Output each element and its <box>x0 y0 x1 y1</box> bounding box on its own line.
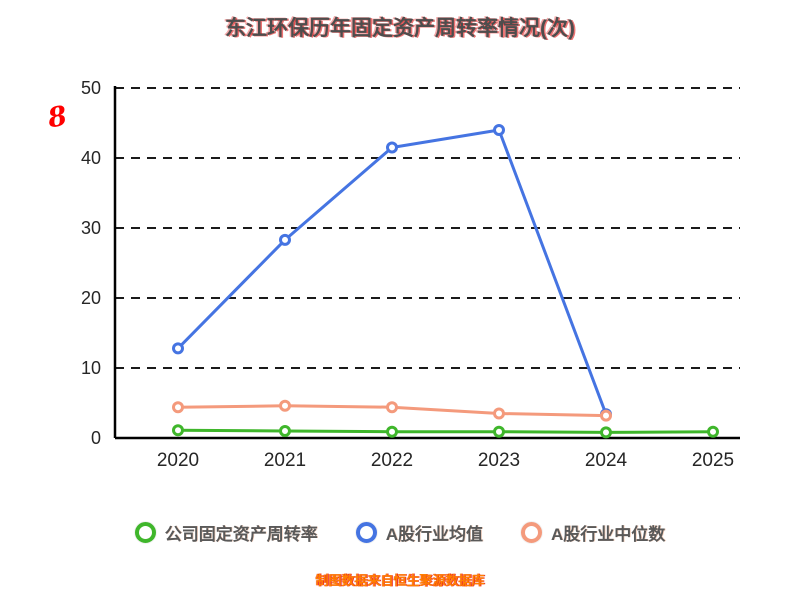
x-tick-label: 2024 <box>585 450 628 471</box>
y-tick-label: 40 <box>81 148 101 168</box>
data-point <box>386 425 398 438</box>
x-tick-label: 2020 <box>157 450 199 471</box>
data-source-note: 制图数据来自恒生聚源数据库 <box>315 573 485 588</box>
series-line <box>177 428 714 434</box>
legend-label: A股行业中位数 <box>551 525 666 544</box>
data-point <box>493 124 505 136</box>
y-tick-label: 30 <box>81 218 101 238</box>
green-circle-marker-icon <box>134 522 156 543</box>
data-point <box>493 407 505 420</box>
data-point <box>600 409 612 422</box>
x-tick-label: 2023 <box>478 450 520 471</box>
data-point <box>172 424 184 437</box>
y-tick-label: 20 <box>81 288 101 308</box>
legend-item-industry-median: A股行业中位数 <box>521 520 665 545</box>
legend-item-industry-mean: A股行业均值 <box>355 520 483 545</box>
legend-label: 公司固定资产周转率 <box>164 525 318 544</box>
data-point <box>279 233 291 246</box>
data-point <box>386 401 398 414</box>
data-point <box>386 141 398 154</box>
orange-circle-marker-icon <box>521 522 542 543</box>
chart-title: 东江环保历年固定资产周转率情况(次) <box>225 17 575 40</box>
legend: 公司固定资产周转率 A股行业均值 A股行业中位数 <box>0 520 800 545</box>
data-point <box>493 425 505 438</box>
legend-label: A股行业均值 <box>385 525 483 544</box>
y-tick-label: 10 <box>81 358 101 378</box>
data-point <box>279 399 291 412</box>
data-point <box>172 401 184 414</box>
y-tick-label: 50 <box>81 78 101 98</box>
y-tick-label: 0 <box>91 428 101 448</box>
data-point <box>279 425 291 437</box>
x-tick-label: 2025 <box>692 450 734 471</box>
series-line <box>176 128 608 415</box>
data-point <box>600 426 612 439</box>
x-tick-label: 2022 <box>371 450 413 471</box>
data-point <box>172 342 184 355</box>
data-point <box>707 425 719 438</box>
blue-circle-marker-icon <box>355 522 377 543</box>
x-tick-label: 2021 <box>264 450 306 471</box>
legend-item-company: 公司固定资产周转率 <box>134 520 318 545</box>
